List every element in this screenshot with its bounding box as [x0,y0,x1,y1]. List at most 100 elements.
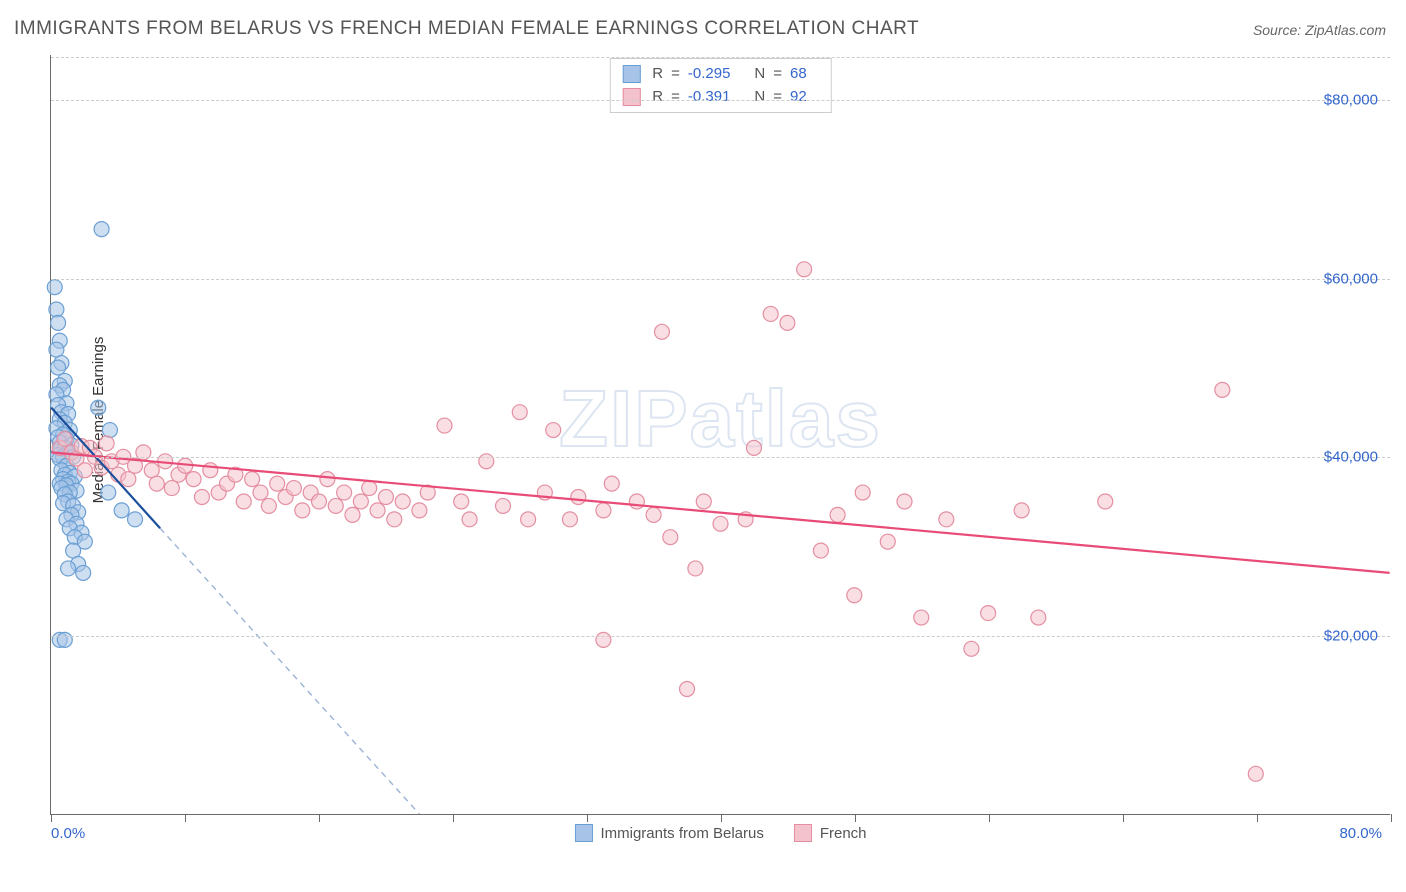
legend-swatch [622,65,640,83]
data-point [654,324,669,339]
stat-n-label: N [754,86,765,109]
data-point [680,681,695,696]
data-point [462,512,477,527]
data-point [763,306,778,321]
y-tick-label: $20,000 [1324,628,1378,645]
x-tick [587,814,588,822]
chart-title: IMMIGRANTS FROM BELARUS VS FRENCH MEDIAN… [14,18,919,40]
plot-area: ZIPatlas R=-0.295N=68R=-0.391N=92 Immigr… [50,55,1390,815]
data-point [880,534,895,549]
source-attribution: Source: ZipAtlas.com [1253,22,1386,38]
data-point [295,503,310,518]
stat-n-value: 92 [790,86,807,109]
x-tick [319,814,320,822]
x-axis-min-label: 0.0% [51,825,85,842]
data-point [562,512,577,527]
data-point [571,490,586,505]
data-point [746,440,761,455]
data-point [345,507,360,522]
data-point [1215,382,1230,397]
data-point [546,423,561,438]
stat-r-label: R [652,86,663,109]
data-point [596,503,611,518]
data-point [51,360,66,375]
scatter-plot-svg [51,55,1390,814]
data-point [663,530,678,545]
data-point [1248,766,1263,781]
data-point [688,561,703,576]
data-point [328,498,343,513]
y-tick-label: $40,000 [1324,449,1378,466]
data-point [897,494,912,509]
data-point [164,481,179,496]
data-point [353,494,368,509]
data-point [94,222,109,237]
data-point [101,485,116,500]
data-point [696,494,711,509]
data-point [203,463,218,478]
stats-row: R=-0.391N=92 [622,86,818,109]
data-point [437,418,452,433]
data-point [128,512,143,527]
data-point [320,472,335,487]
chart-container: IMMIGRANTS FROM BELARUS VS FRENCH MEDIAN… [0,0,1406,892]
data-point [981,606,996,621]
data-point [479,454,494,469]
x-tick [989,814,990,822]
data-point [387,512,402,527]
data-point [521,512,536,527]
data-point [76,565,91,580]
data-point [797,262,812,277]
data-point [77,463,92,478]
data-point [194,490,209,505]
data-point [1014,503,1029,518]
data-point [780,315,795,330]
stat-eq: = [671,63,680,86]
x-tick [721,814,722,822]
data-point [629,494,644,509]
data-point [813,543,828,558]
legend-label: Immigrants from Belarus [600,825,763,842]
data-point [847,588,862,603]
data-point [49,302,64,317]
data-point [57,431,72,446]
data-point [914,610,929,625]
data-point [646,507,661,522]
data-point [61,561,76,576]
data-point [830,507,845,522]
gridline [51,279,1390,280]
bottom-legend: Immigrants from Belarus French [574,824,866,842]
x-tick [453,814,454,822]
data-point [91,400,106,415]
data-point [378,490,393,505]
data-point [236,494,251,509]
data-point [102,423,117,438]
data-point [245,472,260,487]
stat-n-label: N [754,63,765,86]
data-point [964,641,979,656]
data-point [114,503,129,518]
data-point [395,494,410,509]
stat-eq: = [671,86,680,109]
gridline [51,100,1390,101]
stat-r-value: -0.391 [688,86,731,109]
stat-r-value: -0.295 [688,63,731,86]
x-tick [51,814,52,822]
data-point [412,503,427,518]
gridline [51,457,1390,458]
data-point [362,481,377,496]
data-point [49,342,64,357]
data-point [312,494,327,509]
data-point [604,476,619,491]
data-point [370,503,385,518]
data-point [337,485,352,500]
gridline [51,57,1390,58]
data-point [186,472,201,487]
legend-item: French [794,824,867,842]
data-point [66,543,81,558]
data-point [121,472,136,487]
gridline [51,636,1390,637]
y-tick-label: $80,000 [1324,91,1378,108]
x-tick [1257,814,1258,822]
x-tick [1123,814,1124,822]
